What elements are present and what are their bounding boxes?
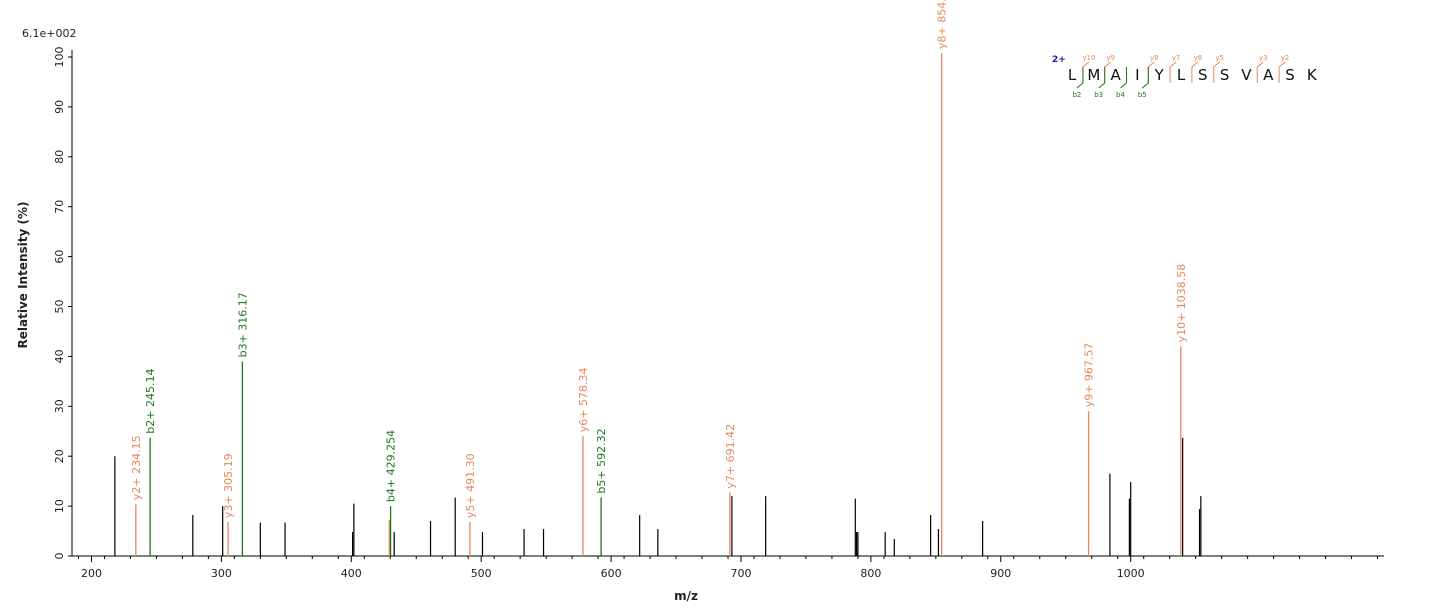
y-fragment-label: y7 xyxy=(1172,54,1181,62)
residue: V xyxy=(1241,66,1252,84)
axes: 0 10 20 30 40 50 60 70 80 90 100 200 300 400 500 600 700… xyxy=(53,47,1384,580)
residue: M xyxy=(1087,66,1100,84)
y-tick-label: 20 xyxy=(53,449,66,463)
y-fragment-label: y3 xyxy=(1259,54,1268,62)
x-tick-label: 600 xyxy=(601,567,622,580)
x-tick-label: 1000 xyxy=(1117,567,1145,580)
residue: Y xyxy=(1154,66,1165,84)
peak-label: y5+ 491.30 xyxy=(464,453,477,518)
b-fragment-label: b2 xyxy=(1072,91,1081,99)
y-fragment-marker xyxy=(1213,61,1221,83)
y-fragment-marker xyxy=(1169,61,1177,83)
peak-label: b3+ 316.17 xyxy=(236,292,249,357)
y-tick-label: 70 xyxy=(53,200,66,214)
y-fragment-marker xyxy=(1278,61,1286,83)
y-tick-label: 50 xyxy=(53,300,66,314)
peak-label: y10+ 1038.58 xyxy=(1175,264,1188,343)
x-tick-label: 400 xyxy=(341,567,362,580)
residue: L xyxy=(1177,66,1186,84)
y-fragment-marker xyxy=(1191,61,1199,83)
peak-label: b4+ 429.254 xyxy=(385,430,398,502)
peaks xyxy=(114,53,1202,556)
b-fragment-label: b3 xyxy=(1094,91,1103,99)
residue: A xyxy=(1110,66,1121,84)
x-tick-label: 200 xyxy=(81,567,102,580)
y-tick-label: 30 xyxy=(53,399,66,413)
peak-label: b5+ 592.32 xyxy=(595,428,608,493)
b-fragment-marker xyxy=(1141,67,1149,89)
y-fragment-label: y8 xyxy=(1150,54,1159,62)
charge-state: 2+ xyxy=(1052,55,1066,65)
y-fragment-marker xyxy=(1256,61,1264,83)
b-fragment-label: b5 xyxy=(1138,91,1147,99)
x-tick-label: 500 xyxy=(471,567,492,580)
y-fragment-label: y6 xyxy=(1194,54,1203,62)
peak-label: y9+ 967.57 xyxy=(1083,343,1096,408)
peak-label: b2+ 245.14 xyxy=(144,369,157,434)
b-fragment-marker xyxy=(1076,67,1084,89)
y-fragment-label: y5 xyxy=(1215,54,1224,62)
y-tick-label: 90 xyxy=(53,100,66,114)
y-tick-label: 40 xyxy=(53,349,66,363)
y-tick-label: 80 xyxy=(53,150,66,164)
residue: K xyxy=(1307,66,1318,84)
y-fragment-label: y10 xyxy=(1082,54,1095,62)
y-fragment-marker xyxy=(1147,61,1155,83)
x-tick-label: 800 xyxy=(860,567,881,580)
y-tick-label: 10 xyxy=(53,499,66,513)
y-tick-label: 0 xyxy=(53,553,66,560)
residue: L xyxy=(1068,66,1077,84)
y-axis-title: Relative Intensity (%) xyxy=(16,202,30,349)
peak-label: y3+ 305.19 xyxy=(222,453,235,518)
residue: S xyxy=(1198,66,1208,84)
y-tick-label: 100 xyxy=(53,47,66,68)
y-fragment-label: y2 xyxy=(1281,54,1290,62)
b-fragment-label: b4 xyxy=(1116,91,1125,99)
peak-label: y2+ 234.15 xyxy=(130,435,143,500)
residue: A xyxy=(1263,66,1274,84)
peak-label: y7+ 691.42 xyxy=(724,424,737,489)
peak-label: y6+ 578.34 xyxy=(577,368,590,433)
b-fragment-marker xyxy=(1098,67,1106,89)
x-tick-label: 900 xyxy=(990,567,1011,580)
residue: S xyxy=(1220,66,1230,84)
y-tick-label: 60 xyxy=(53,250,66,264)
x-tick-label: 300 xyxy=(211,567,232,580)
b-fragment-marker xyxy=(1120,67,1127,89)
intensity-scale-label: 6.1e+002 xyxy=(22,27,76,40)
peak-label: y8+ 854.46 xyxy=(936,0,949,49)
x-axis-title: m/z xyxy=(674,589,698,603)
y-fragment-label: y9 xyxy=(1106,54,1115,62)
residue: S xyxy=(1285,66,1295,84)
residue: I xyxy=(1135,66,1139,84)
x-tick-label: 700 xyxy=(730,567,751,580)
